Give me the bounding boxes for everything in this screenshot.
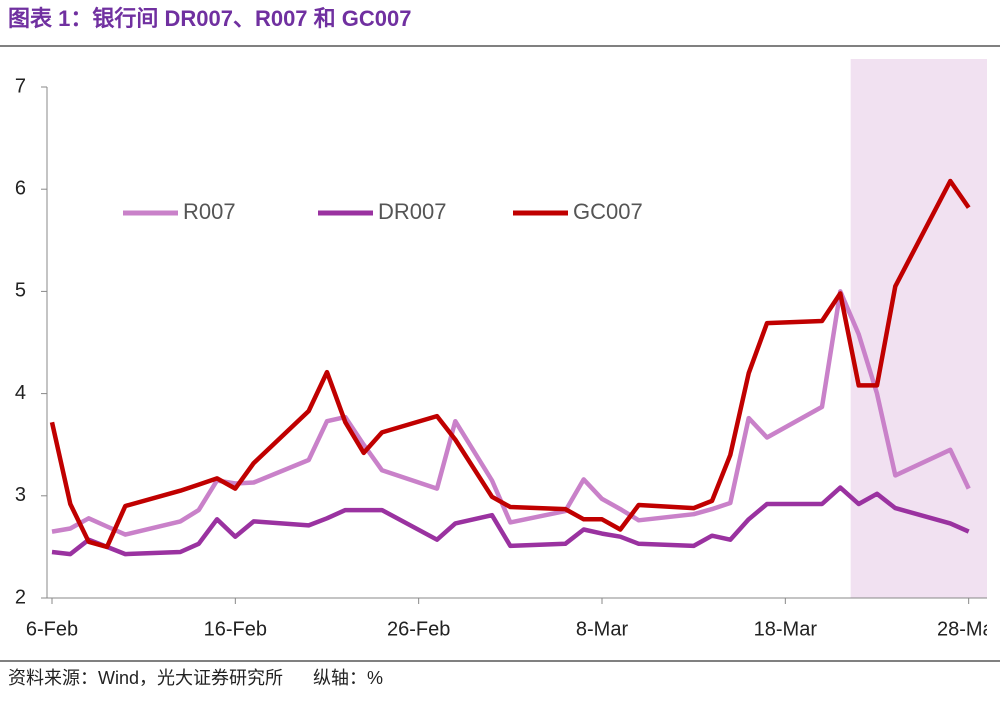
y-tick-label: 3 (15, 484, 26, 506)
y-tick-label: 6 (15, 177, 26, 199)
y-tick-label: 2 (15, 586, 26, 608)
y-tick-label: 7 (15, 75, 26, 97)
footer: 资料来源：Wind，光大证券研究所 纵轴：% (8, 668, 383, 688)
x-tick-label: 18-Mar (754, 618, 818, 640)
y-tick-label: 4 (15, 382, 26, 404)
legend-label: DR007 (378, 199, 446, 224)
x-tick-label: 6-Feb (26, 618, 78, 640)
x-tick-label: 8-Mar (576, 618, 629, 640)
x-tick-label: 28-Mar (937, 618, 1000, 640)
series-line (49, 178, 971, 550)
chart-title: 图表 1：银行间 DR007、R007 和 GC007 (8, 6, 411, 31)
legend-label: R007 (183, 199, 236, 224)
series-line (51, 485, 970, 557)
x-tick-label: 26-Feb (387, 618, 450, 640)
y-tick-label: 5 (15, 280, 26, 302)
legend-label: GC007 (573, 199, 643, 224)
x-tick-label: 16-Feb (204, 618, 267, 640)
x-labels: 6-Feb 16-Feb 26-Feb 8-Mar 18-Mar 28-Mar (26, 618, 1000, 640)
highlight-band (850, 59, 987, 598)
